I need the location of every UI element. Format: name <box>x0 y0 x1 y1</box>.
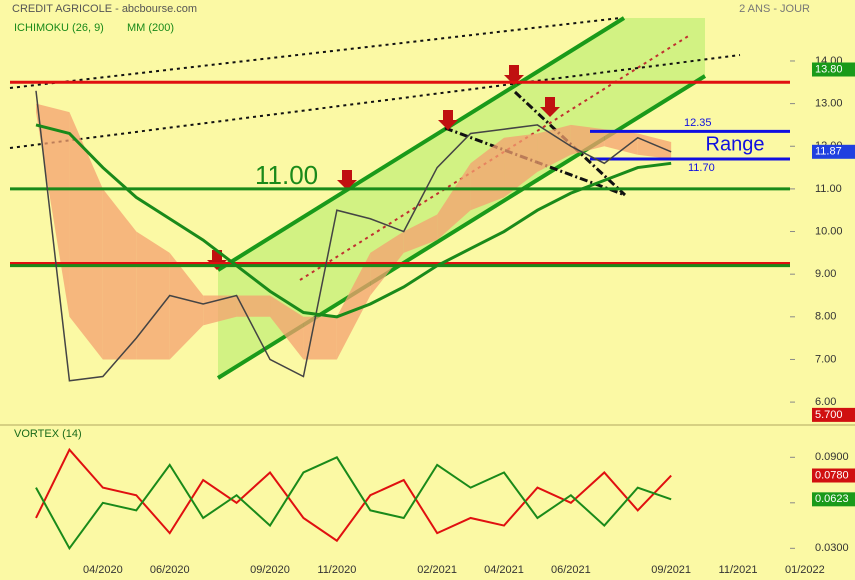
price-tag-label: 11.87 <box>815 146 842 158</box>
series-line <box>35 447 672 543</box>
cloud <box>303 316 337 360</box>
x-tick-label: 04/2020 <box>83 564 123 576</box>
annotation: 11.00 <box>255 160 318 190</box>
range-top-label: 12.35 <box>684 117 712 129</box>
price-tag <box>812 62 855 77</box>
cloud <box>604 129 638 155</box>
cloud <box>136 231 170 360</box>
range-label: Range <box>706 133 765 155</box>
y-tick-label: 11.00 <box>815 183 842 195</box>
series-line <box>35 456 672 551</box>
price-tag-label: 0.0780 <box>815 469 849 481</box>
cloud <box>203 295 237 326</box>
x-tick-label: 01/2022 <box>785 564 825 576</box>
cloud <box>437 163 471 241</box>
x-tick-label: 09/2020 <box>250 564 290 576</box>
vortex-title: VORTEX (14) <box>14 428 82 440</box>
cloud <box>69 112 103 360</box>
series-line <box>35 123 672 319</box>
cloud <box>403 214 438 253</box>
x-tick-label: 06/2021 <box>551 564 591 576</box>
cloud <box>270 295 304 360</box>
y-tick-label: 7.00 <box>815 353 836 365</box>
cloud <box>504 133 538 198</box>
channel-line <box>216 16 626 272</box>
cloud <box>102 188 137 360</box>
series-line <box>35 90 672 382</box>
x-tick-label: 11/2021 <box>719 564 758 576</box>
cloud <box>470 137 505 211</box>
x-tick-label: 04/2021 <box>484 564 524 576</box>
x-tick-label: 02/2021 <box>417 564 457 576</box>
x-tick-label: 09/2021 <box>651 564 691 576</box>
cloud <box>336 252 371 360</box>
price-tag <box>812 144 855 159</box>
y-tick-label: 9.00 <box>815 268 836 280</box>
cloud <box>537 124 571 172</box>
price-tag <box>812 407 855 422</box>
y-tick-label: 13.00 <box>815 98 843 110</box>
price-tag <box>812 468 855 483</box>
y-tick-label: 8.00 <box>815 311 836 323</box>
price-tag <box>812 492 855 507</box>
x-tick-label: 06/2020 <box>150 564 190 576</box>
y-tick-label: 10.00 <box>815 225 843 237</box>
y-tick-label: 6.00 <box>815 396 836 408</box>
y-tick-label: 0.0900 <box>815 451 849 463</box>
indicator: MM (200) <box>127 22 174 34</box>
period: 2 ANS - JOUR <box>739 3 810 15</box>
cloud <box>637 133 672 160</box>
indicator: ICHIMOKU (26, 9) <box>14 22 104 34</box>
price-tag-label: 5.700 <box>815 409 843 421</box>
cloud <box>169 252 204 360</box>
price-tag-label: 13.80 <box>815 63 843 75</box>
range-bottom-label: 11.70 <box>688 162 715 174</box>
y-tick-label: 0.0300 <box>815 542 849 554</box>
trend-line <box>9 17 621 89</box>
chart-title: CREDIT AGRICOLE - abcbourse.com <box>12 3 197 15</box>
price-tag-label: 0.0623 <box>815 493 849 505</box>
x-tick-label: 11/2020 <box>317 564 356 576</box>
cloud <box>570 124 605 155</box>
